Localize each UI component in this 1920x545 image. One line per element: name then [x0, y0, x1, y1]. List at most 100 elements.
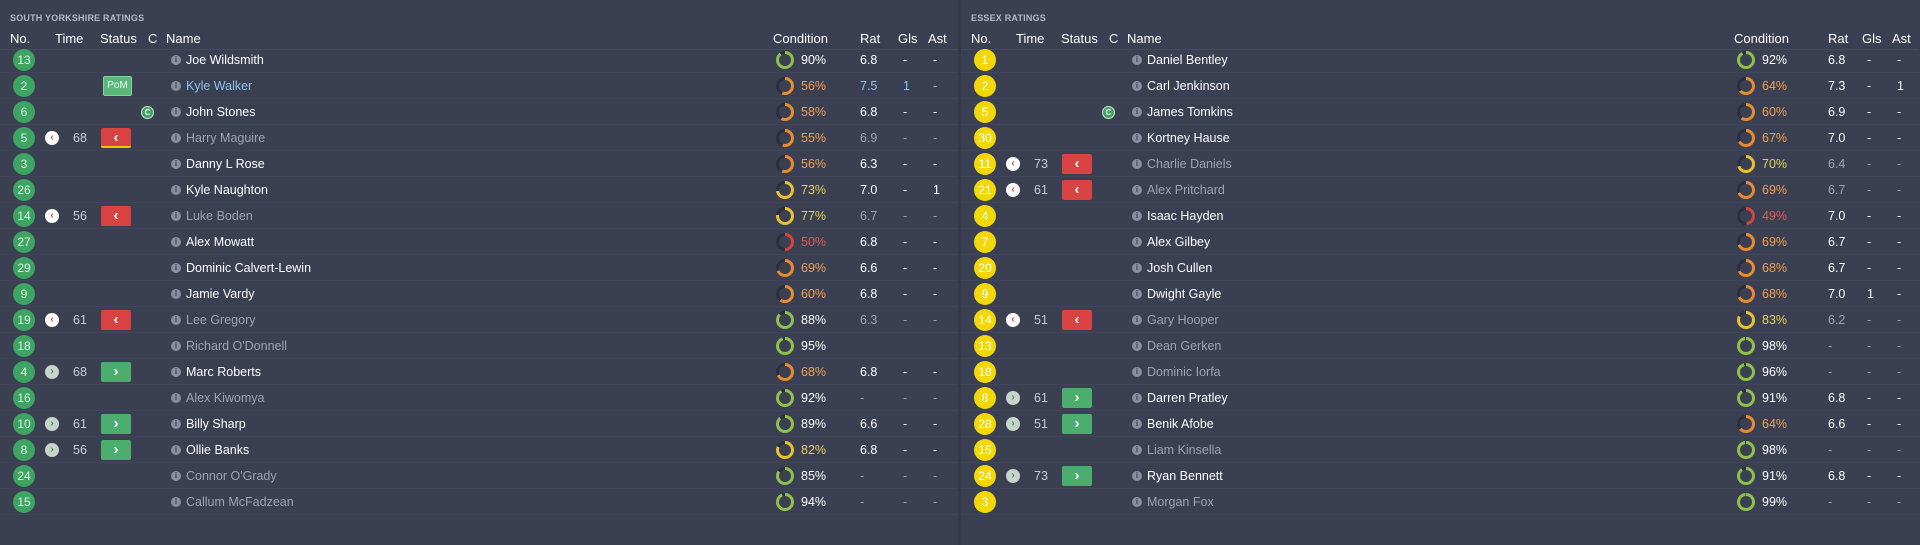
player-row[interactable]: 14 ‹ 56 ‹ i Luke Boden 77% 6.7 - -: [0, 203, 958, 229]
player-row[interactable]: 27 i Alex Mowatt 50% 6.8 - -: [0, 229, 958, 255]
player-name[interactable]: Luke Boden: [186, 209, 253, 223]
col-goals-header[interactable]: Gls: [898, 31, 918, 46]
player-name[interactable]: Harry Maguire: [186, 131, 266, 145]
col-rating-header[interactable]: Rat: [1828, 31, 1849, 46]
player-name[interactable]: Charlie Daniels: [1147, 157, 1232, 171]
sub-on-status-icon[interactable]: ›: [1062, 388, 1092, 408]
info-icon[interactable]: i: [1132, 107, 1142, 117]
info-icon[interactable]: i: [171, 81, 181, 91]
info-icon[interactable]: i: [171, 263, 181, 273]
player-row[interactable]: 4 i Isaac Hayden 49% 7.0 - -: [961, 203, 1919, 229]
info-icon[interactable]: i: [1132, 367, 1142, 377]
info-icon[interactable]: i: [171, 133, 181, 143]
player-name[interactable]: Kortney Hause: [1147, 131, 1230, 145]
player-row[interactable]: 15 i Callum McFadzean 94% - - -: [0, 489, 958, 515]
player-row[interactable]: 13 i Joe Wildsmith 90% 6.8 - -: [0, 47, 958, 73]
player-row[interactable]: 7 i Alex Gilbey 69% 6.7 - -: [961, 229, 1919, 255]
player-row[interactable]: 4 › 68 › i Marc Roberts 68% 6.8 - -: [0, 359, 958, 385]
player-row[interactable]: 10 › 61 › i Billy Sharp 89% 6.6 - -: [0, 411, 958, 437]
player-row[interactable]: 24 › 73 › i Ryan Bennett 91% 6.8 - -: [961, 463, 1919, 489]
info-icon[interactable]: i: [171, 55, 181, 65]
player-name[interactable]: Darren Pratley: [1147, 391, 1228, 405]
player-name[interactable]: Ryan Bennett: [1147, 469, 1223, 483]
info-icon[interactable]: i: [1132, 185, 1142, 195]
player-name[interactable]: Morgan Fox: [1147, 495, 1214, 509]
info-icon[interactable]: i: [1132, 289, 1142, 299]
info-icon[interactable]: i: [171, 471, 181, 481]
sub-on-status-icon[interactable]: ›: [1062, 466, 1092, 486]
sub-off-status-icon[interactable]: ‹: [101, 128, 131, 148]
player-name[interactable]: James Tomkins: [1147, 105, 1233, 119]
player-name[interactable]: Alex Pritchard: [1147, 183, 1225, 197]
sub-off-status-icon[interactable]: ‹: [101, 310, 131, 330]
col-condition-header[interactable]: Condition: [1734, 31, 1789, 46]
player-row[interactable]: 11 ‹ 73 ‹ i Charlie Daniels 70% 6.4 - -: [961, 151, 1919, 177]
player-row[interactable]: 8 › 56 › i Ollie Banks 82% 6.8 - -: [0, 437, 958, 463]
info-icon[interactable]: i: [1132, 471, 1142, 481]
col-status-header[interactable]: Status: [100, 31, 137, 46]
col-captain-header[interactable]: C: [1109, 31, 1119, 46]
player-name[interactable]: Dwight Gayle: [1147, 287, 1222, 301]
player-name[interactable]: Benik Afobe: [1147, 417, 1214, 431]
player-row[interactable]: 18 i Dominic Iorfa 96% - - -: [961, 359, 1919, 385]
col-assists-header[interactable]: Ast: [928, 31, 947, 46]
player-name[interactable]: Alex Mowatt: [186, 235, 255, 249]
col-no-header[interactable]: No.: [971, 31, 992, 46]
sub-on-status-icon[interactable]: ›: [1062, 414, 1092, 434]
sub-on-status-icon[interactable]: ›: [101, 362, 131, 382]
info-icon[interactable]: i: [171, 341, 181, 351]
info-icon[interactable]: i: [1132, 263, 1142, 273]
player-name[interactable]: Isaac Hayden: [1147, 209, 1224, 223]
player-row[interactable]: 2 i Carl Jenkinson 64% 7.3 - 1: [961, 73, 1919, 99]
sub-on-status-icon[interactable]: ›: [101, 414, 131, 434]
info-icon[interactable]: i: [171, 497, 181, 507]
player-row[interactable]: 16 i Alex Kiwomya 92% - - -: [0, 385, 958, 411]
info-icon[interactable]: i: [171, 237, 181, 247]
info-icon[interactable]: i: [1132, 55, 1142, 65]
player-name[interactable]: Gary Hooper: [1147, 313, 1219, 327]
col-rating-header[interactable]: Rat: [860, 31, 881, 46]
info-icon[interactable]: i: [1132, 159, 1142, 169]
player-name[interactable]: Marc Roberts: [186, 365, 262, 379]
player-name[interactable]: Ollie Banks: [186, 443, 250, 457]
info-icon[interactable]: i: [1132, 445, 1142, 455]
player-row[interactable]: 3 i Danny L Rose 56% 6.3 - -: [0, 151, 958, 177]
info-icon[interactable]: i: [1132, 393, 1142, 403]
player-row[interactable]: 28 › 51 › i Benik Afobe 64% 6.6 - -: [961, 411, 1919, 437]
player-name[interactable]: Billy Sharp: [186, 417, 246, 431]
player-row[interactable]: 26 i Kyle Naughton 73% 7.0 - 1: [0, 177, 958, 203]
col-condition-header[interactable]: Condition: [773, 31, 828, 46]
player-row[interactable]: 29 i Dominic Calvert-Lewin 69% 6.6 - -: [0, 255, 958, 281]
col-captain-header[interactable]: C: [148, 31, 158, 46]
player-row[interactable]: 24 i Connor O'Grady 85% - - -: [0, 463, 958, 489]
player-row[interactable]: 9 i Jamie Vardy 60% 6.8 - -: [0, 281, 958, 307]
info-icon[interactable]: i: [171, 211, 181, 221]
sub-off-status-icon[interactable]: ‹: [1062, 310, 1092, 330]
player-name[interactable]: Richard O'Donnell: [186, 339, 288, 353]
info-icon[interactable]: i: [1132, 419, 1142, 429]
info-icon[interactable]: i: [171, 419, 181, 429]
player-name[interactable]: Kyle Naughton: [186, 183, 269, 197]
info-icon[interactable]: i: [171, 445, 181, 455]
player-row[interactable]: 20 i Josh Cullen 68% 6.7 - -: [961, 255, 1919, 281]
player-name[interactable]: Dominic Iorfa: [1147, 365, 1221, 379]
col-time-header[interactable]: Time: [1016, 31, 1045, 46]
col-status-header[interactable]: Status: [1061, 31, 1098, 46]
col-assists-header[interactable]: Ast: [1892, 31, 1911, 46]
player-row[interactable]: 8 › 61 › i Darren Pratley 91% 6.8 - -: [961, 385, 1919, 411]
player-row[interactable]: 30 i Kortney Hause 67% 7.0 - -: [961, 125, 1919, 151]
info-icon[interactable]: i: [1132, 341, 1142, 351]
player-name[interactable]: Danny L Rose: [186, 157, 265, 171]
player-row[interactable]: 5 ‹ 68 ‹ i Harry Maguire 55% 6.9 - -: [0, 125, 958, 151]
info-icon[interactable]: i: [1132, 315, 1142, 325]
player-row[interactable]: 18 i Richard O'Donnell 95%: [0, 333, 958, 359]
info-icon[interactable]: i: [1132, 81, 1142, 91]
player-name[interactable]: Josh Cullen: [1147, 261, 1213, 275]
player-name[interactable]: Jamie Vardy: [186, 287, 255, 301]
player-name[interactable]: Connor O'Grady: [186, 469, 277, 483]
player-name[interactable]: Liam Kinsella: [1147, 443, 1222, 457]
player-name[interactable]: Alex Gilbey: [1147, 235, 1211, 249]
sub-off-status-icon[interactable]: ‹: [1062, 180, 1092, 200]
